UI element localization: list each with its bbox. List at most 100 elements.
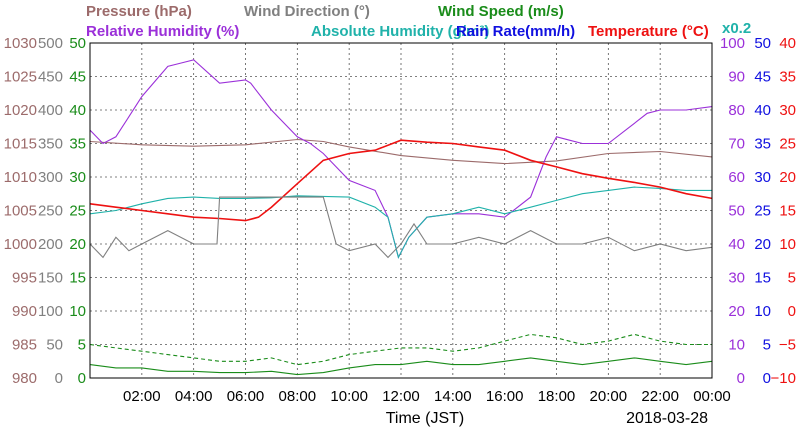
series-wind-speed-m-s-dashed	[89, 333, 712, 366]
wind-speed-tick-label: 10	[69, 303, 86, 320]
wind-direction-tick-label: 0	[55, 370, 63, 387]
relative-humidity-tick-label: 50	[728, 203, 745, 220]
date-label: 2018-03-28	[626, 410, 708, 427]
multiplier-note: x0.2	[722, 20, 751, 37]
wind-direction-tick-label: 500	[38, 35, 63, 52]
pressure-tick-label: 1005	[4, 203, 37, 220]
wind-speed-tick-label: 30	[69, 169, 86, 186]
temperature-tick-label: 30	[779, 102, 796, 119]
series-wind-speed-m-s-	[89, 357, 713, 376]
x-tick-label: 04:00	[175, 388, 213, 405]
temperature-tick-label: 15	[779, 203, 796, 220]
series-absolute-humidity-g-m3-	[89, 186, 712, 259]
pressure-tick-label: 1020	[4, 102, 37, 119]
x-axis-label: Time (JST)	[386, 410, 465, 427]
rain-rate-tick-label: 45	[754, 69, 771, 86]
legend-entry: Wind Speed (m/s)	[438, 3, 564, 20]
legend-entry: Relative Humidity (%)	[86, 23, 239, 40]
rain-rate-tick-label: 50	[754, 35, 771, 52]
pressure-tick-label: 1000	[4, 236, 37, 253]
relative-humidity-tick-label: 80	[728, 102, 745, 119]
plot-frame	[89, 42, 713, 379]
wind-speed-tick-label: 45	[69, 69, 86, 86]
wind-speed-tick-label: 5	[78, 337, 86, 354]
wind-direction-tick-label: 250	[38, 203, 63, 220]
legend-entry: Pressure (hPa)	[86, 3, 192, 20]
right-axes: 0102030405060708090100051015202530354045…	[720, 35, 796, 387]
relative-humidity-tick-label: 30	[728, 270, 745, 287]
wind-speed-tick-label: 20	[69, 236, 86, 253]
temperature-tick-label: 35	[779, 69, 796, 86]
rain-rate-tick-label: 15	[754, 270, 771, 287]
legend-entry: Rain Rate(mm/h)	[456, 23, 575, 40]
temperature-tick-label: 25	[779, 136, 796, 153]
rain-rate-tick-label: 20	[754, 236, 771, 253]
series-pressure-hpa-	[89, 138, 713, 165]
temperature-tick-label: 5	[788, 270, 796, 287]
relative-humidity-tick-label: 0	[737, 370, 745, 387]
rain-rate-tick-label: 0	[763, 370, 771, 387]
wind-direction-tick-label: 350	[38, 136, 63, 153]
x-tick-label: 16:00	[486, 388, 524, 405]
relative-humidity-tick-label: 70	[728, 136, 745, 153]
rain-rate-tick-label: 10	[754, 303, 771, 320]
wind-speed-tick-label: 15	[69, 270, 86, 287]
pressure-tick-label: 1010	[4, 169, 37, 186]
legend: Pressure (hPa) Wind Direction (°) Wind Spe…	[86, 3, 709, 40]
pressure-tick-label: 985	[12, 337, 37, 354]
pressure-tick-label: 1015	[4, 136, 37, 153]
wind-speed-tick-label: 35	[69, 136, 86, 153]
temperature-tick-label: −5	[779, 337, 796, 354]
relative-humidity-tick-label: 20	[728, 303, 745, 320]
x-tick-label: 08:00	[279, 388, 317, 405]
series-wind-direction-	[89, 196, 713, 259]
x-tick-label: 00:00	[693, 388, 731, 405]
relative-humidity-tick-label: 60	[728, 169, 745, 186]
rain-rate-tick-label: 40	[754, 102, 771, 119]
wind-speed-tick-label: 0	[78, 370, 86, 387]
series-temperature-c-	[89, 139, 713, 222]
wind-speed-tick-label: 40	[69, 102, 86, 119]
wind-direction-tick-label: 50	[46, 337, 63, 354]
grid	[90, 43, 712, 378]
rain-rate-tick-label: 35	[754, 136, 771, 153]
pressure-tick-label: 1025	[4, 69, 37, 86]
relative-humidity-tick-label: 40	[728, 236, 745, 253]
legend-entry: Wind Direction (°)	[244, 3, 370, 20]
legend-entry: Absolute Humidity (g/m³)	[311, 23, 489, 40]
temperature-tick-label: 10	[779, 236, 796, 253]
pressure-tick-label: 1030	[4, 35, 37, 52]
relative-humidity-tick-label: 10	[728, 337, 745, 354]
temperature-tick-label: 40	[779, 35, 796, 52]
pressure-tick-label: 995	[12, 270, 37, 287]
x-tick-label: 10:00	[330, 388, 368, 405]
rain-rate-tick-label: 25	[754, 203, 771, 220]
wind-speed-tick-label: 25	[69, 203, 86, 220]
legend-entry: Temperature (°C)	[588, 23, 709, 40]
pressure-tick-label: 990	[12, 303, 37, 320]
rain-rate-tick-label: 30	[754, 169, 771, 186]
temperature-tick-label: 0	[788, 303, 796, 320]
x-tick-label: 12:00	[382, 388, 420, 405]
left-axes: 9809859909951000100510101015102010251030…	[4, 35, 86, 387]
x-tick-label: 18:00	[538, 388, 576, 405]
x-tick-label: 02:00	[123, 388, 161, 405]
x-tick-label: 14:00	[434, 388, 472, 405]
wind-direction-tick-label: 450	[38, 69, 63, 86]
wind-direction-tick-label: 200	[38, 236, 63, 253]
wind-direction-tick-label: 100	[38, 303, 63, 320]
temperature-tick-label: −10	[771, 370, 796, 387]
x-axis-ticks: 02:00 04:00 06:00 08:00 10:00 12:00 14:00 16:00…	[123, 388, 731, 405]
wind-direction-tick-label: 300	[38, 169, 63, 186]
relative-humidity-tick-label: 90	[728, 69, 745, 86]
rain-rate-tick-label: 5	[763, 337, 771, 354]
wind-direction-tick-label: 150	[38, 270, 63, 287]
temperature-tick-label: 20	[779, 169, 796, 186]
wind-speed-tick-label: 50	[69, 35, 86, 52]
relative-humidity-tick-label: 100	[720, 35, 745, 52]
wind-direction-tick-label: 400	[38, 102, 63, 119]
x-tick-label: 22:00	[641, 388, 679, 405]
x-tick-label: 06:00	[227, 388, 265, 405]
pressure-tick-label: 980	[12, 370, 37, 387]
